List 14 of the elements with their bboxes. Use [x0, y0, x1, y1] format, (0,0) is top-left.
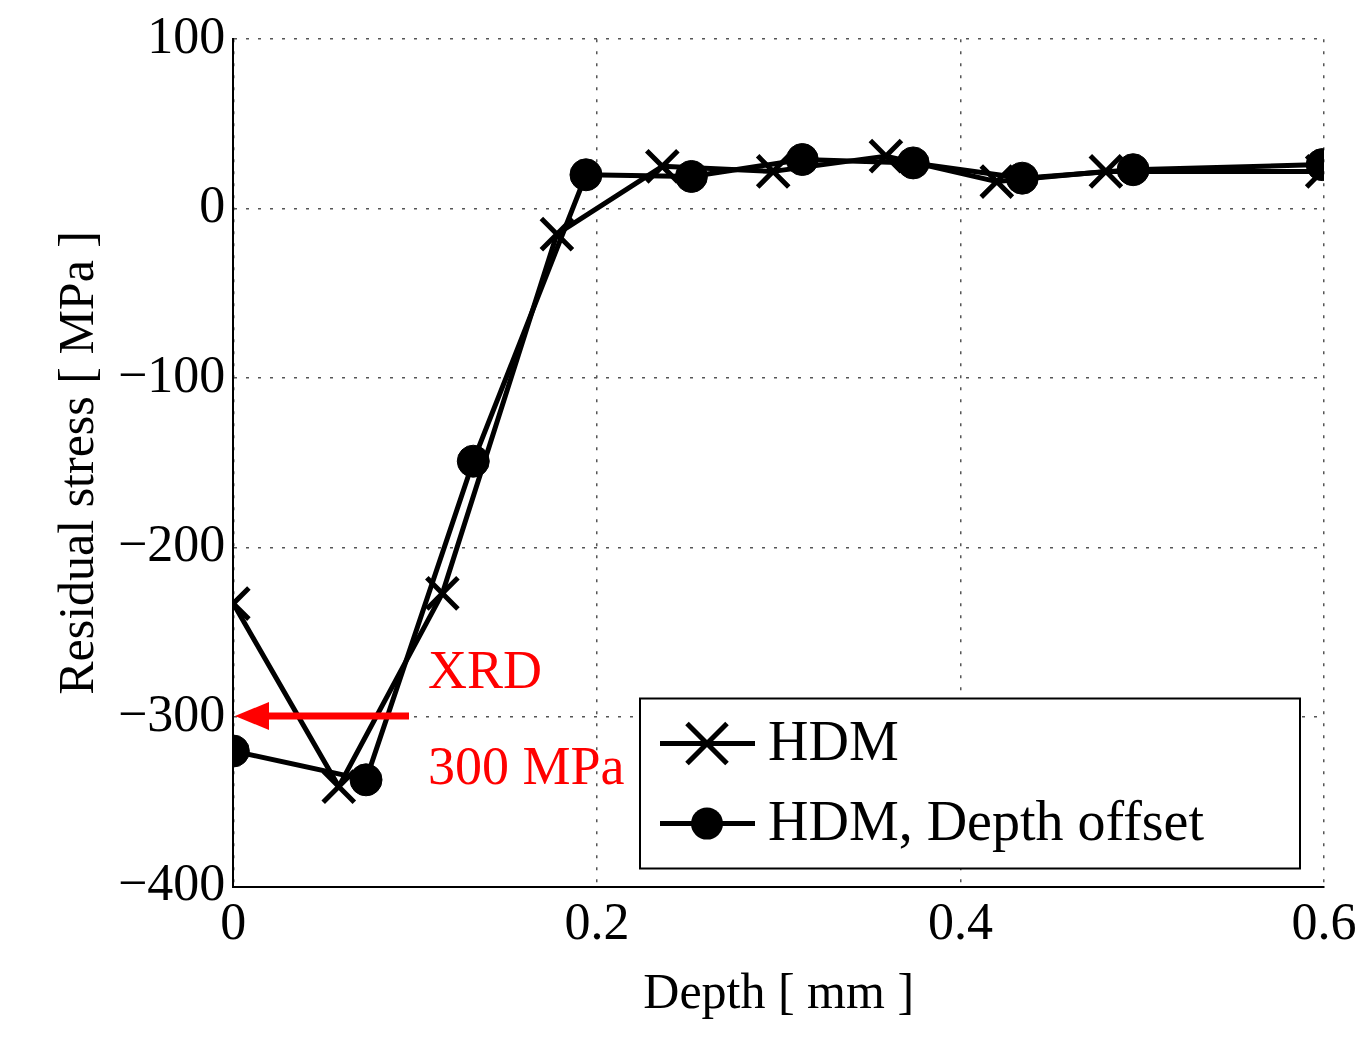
x-tick-label: 0.2: [564, 893, 630, 951]
legend-label: HDM: [768, 710, 899, 773]
y-tick-label: −300: [118, 684, 226, 742]
x-tick-label: 0.6: [1291, 893, 1357, 951]
annotation: 300 MPa: [428, 736, 625, 796]
y-tick-label: −200: [118, 515, 226, 573]
annotation: XRD: [428, 640, 543, 700]
y-tick-label: 0: [199, 176, 226, 234]
y-tick-label: −100: [118, 345, 226, 403]
y-axis-title: Residual stress [ MPa ]: [48, 230, 105, 695]
x-axis-title: Depth [ mm ]: [643, 963, 915, 1020]
y-tick-label: 100: [147, 6, 226, 64]
x-tick-label: 0.4: [927, 893, 993, 951]
legend-label: HDM, Depth offset: [768, 790, 1205, 853]
